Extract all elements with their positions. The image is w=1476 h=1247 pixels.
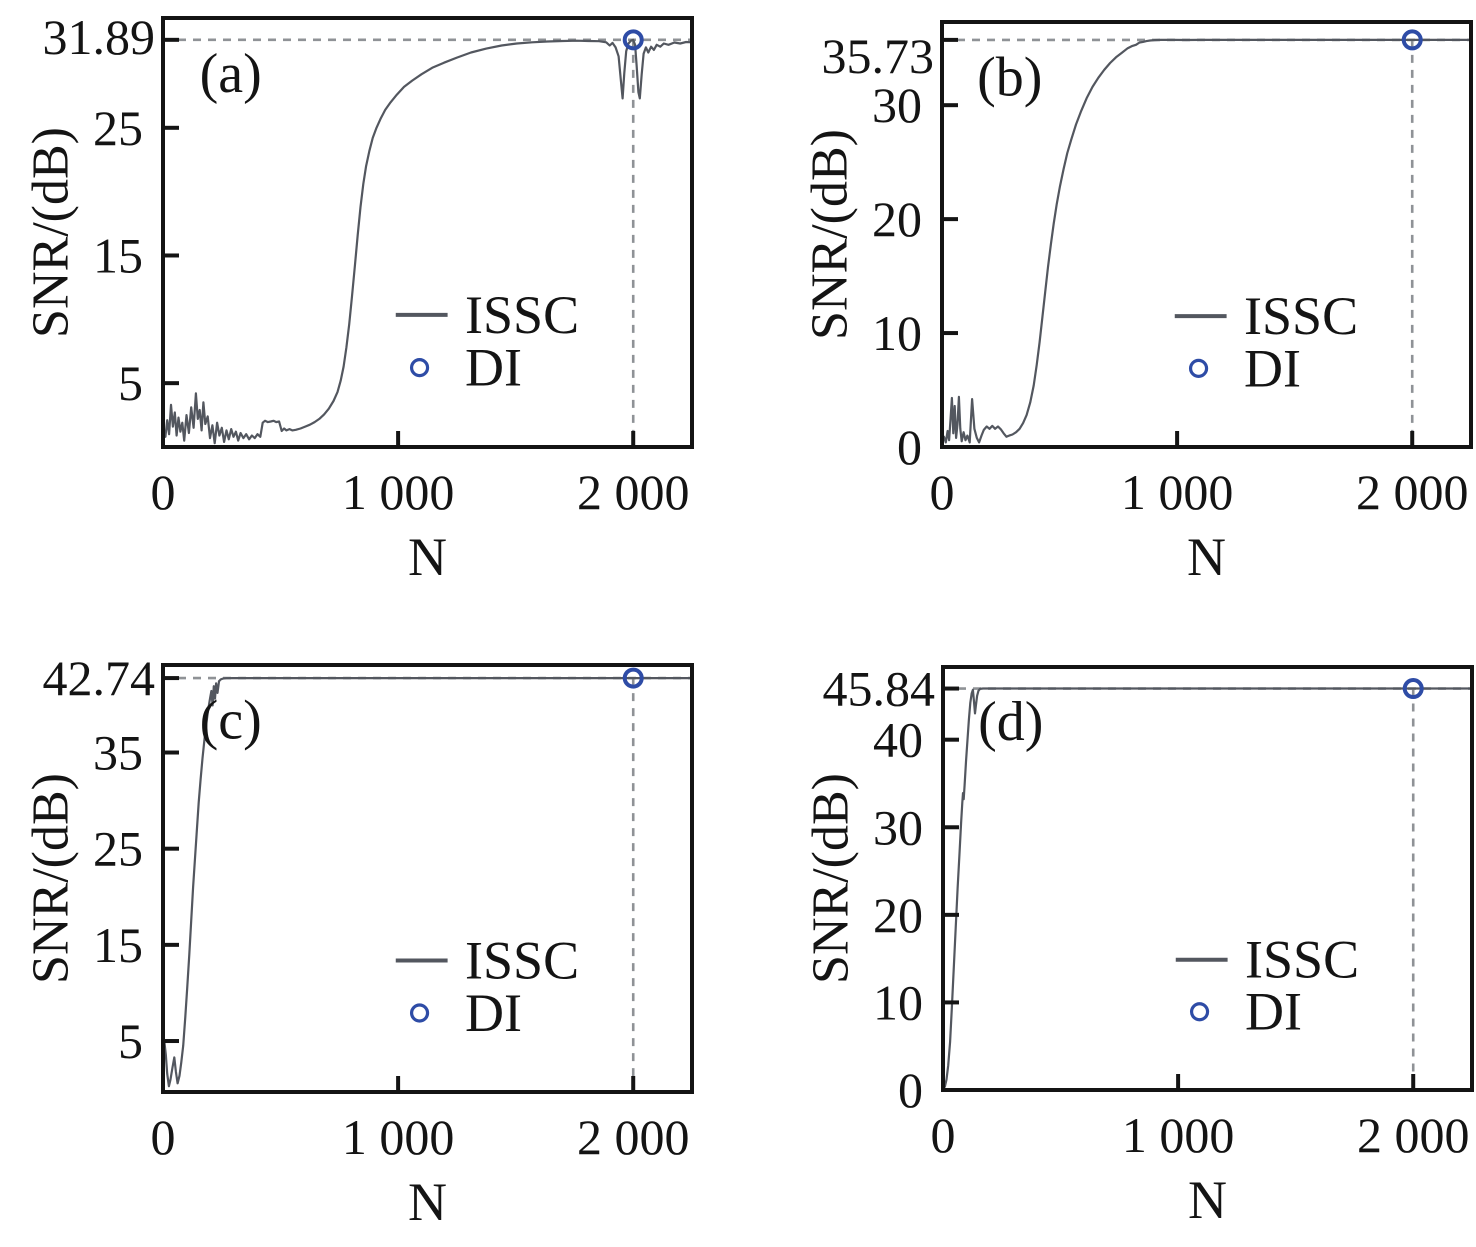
legend-di-label: DI — [465, 338, 522, 398]
panel-letter-d: (d) — [978, 691, 1043, 753]
x-tick-label-a: 2 000 — [577, 464, 690, 520]
y-tick-label-b: 0 — [897, 419, 922, 475]
issc-curve-a — [163, 38, 692, 445]
issc-curve-d — [943, 687, 1472, 1090]
x-tick-label-a: 1 000 — [342, 464, 455, 520]
legend-di-label: DI — [1245, 982, 1302, 1042]
panel-c: 5 15 25 35 0 1 000 2 000 42.74 (c) N SNR/(dB) ISSCD… — [23, 650, 694, 1232]
x-axis-title-d: N — [1188, 1170, 1227, 1230]
x-tick-label-b: 2 000 — [1356, 464, 1469, 520]
y-axis-title-b: SNR/(dB) — [802, 129, 859, 340]
legend-issc-label: ISSC — [1244, 286, 1358, 346]
legend-issc-label: ISSC — [1245, 930, 1359, 990]
y-tick-label-c: 25 — [93, 821, 143, 877]
x-axis-title-b: N — [1187, 527, 1226, 587]
y-axis-title-c: SNR/(dB) — [23, 773, 80, 984]
di-marker-b — [1401, 29, 1423, 51]
x-tick-label-d: 2 000 — [1357, 1107, 1470, 1163]
panel-b: 0 10 20 30 0 1 000 2 000 35.73 (b) N SNR/(dB) ISSCD… — [802, 20, 1473, 587]
issc-curve-b — [942, 38, 1471, 444]
plot-border-b — [940, 20, 1473, 449]
y-axis-title-a: SNR/(dB) — [23, 127, 80, 338]
y-tick-label-b: 20 — [872, 191, 922, 247]
y-tick-label-b: 10 — [872, 305, 922, 361]
max-annotation-a: 31.89 — [43, 9, 156, 65]
y-tick-label-c: 5 — [118, 1013, 143, 1069]
y-tick-label-d: 30 — [873, 799, 923, 855]
legend-di-marker-swatch — [409, 358, 430, 378]
legend-di-label: DI — [1244, 338, 1301, 398]
y-tick-label-a: 15 — [93, 227, 143, 283]
y-tick-label-c: 35 — [93, 725, 143, 781]
panel-letter-c: (c) — [200, 690, 262, 752]
x-tick-label-d: 0 — [931, 1107, 956, 1163]
x-tick-label-b: 1 000 — [1121, 464, 1234, 520]
y-tick-label-d: 0 — [898, 1062, 923, 1118]
y-tick-label-a: 5 — [118, 355, 143, 411]
di-marker-a — [622, 29, 644, 51]
y-tick-label-b: 30 — [872, 77, 922, 133]
y-tick-label-d: 10 — [873, 974, 923, 1030]
y-tick-label-a: 25 — [93, 100, 143, 156]
legend-issc-label: ISSC — [465, 930, 579, 990]
legend-di-marker-swatch — [1189, 1002, 1210, 1022]
panel-letter-a: (a) — [200, 43, 262, 105]
issc-curve-c — [163, 677, 692, 1088]
legend-issc-label: ISSC — [465, 285, 579, 345]
legend-di-marker-swatch — [409, 1003, 430, 1023]
plot-border-a — [161, 16, 694, 449]
legend-di-label: DI — [465, 983, 522, 1043]
y-tick-label-d: 40 — [873, 712, 923, 768]
x-tick-label-c: 1 000 — [342, 1109, 455, 1165]
x-tick-label-c: 2 000 — [577, 1109, 690, 1165]
plot-border-c — [161, 663, 694, 1094]
x-tick-label-c: 0 — [151, 1109, 176, 1165]
x-axis-title-c: N — [408, 1172, 447, 1232]
plot-border-d — [941, 665, 1474, 1092]
di-marker-d — [1402, 678, 1424, 700]
y-tick-label-c: 15 — [93, 917, 143, 973]
max-annotation-c: 42.74 — [43, 650, 156, 706]
y-axis-title-d: SNR/(dB) — [803, 773, 860, 984]
di-marker-c — [622, 667, 644, 689]
max-annotation-b: 35.73 — [822, 28, 935, 84]
panel-letter-b: (b) — [977, 46, 1042, 108]
x-tick-label-a: 0 — [151, 464, 176, 520]
max-annotation-d: 45.84 — [823, 661, 936, 717]
x-tick-label-d: 1 000 — [1122, 1107, 1235, 1163]
x-axis-title-a: N — [408, 527, 447, 587]
x-tick-label-b: 0 — [930, 464, 955, 520]
legend-di-marker-swatch — [1188, 358, 1209, 378]
y-tick-label-d: 20 — [873, 887, 923, 943]
panel-d: 0 10 20 30 40 0 1 000 2 000 45.84 (d) N SNR/(dB) ISS… — [803, 661, 1474, 1230]
